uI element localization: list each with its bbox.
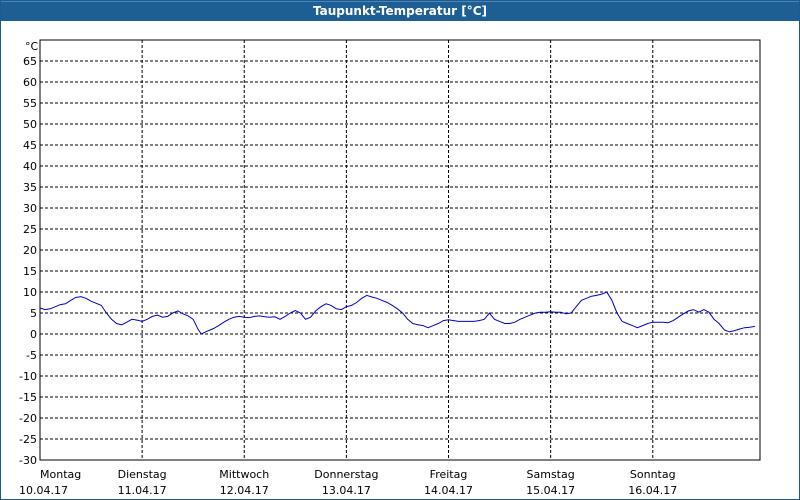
plot-area (39, 39, 761, 461)
x-tick-date: 12.04.17 (220, 484, 269, 497)
y-tick-label: -15 (19, 391, 37, 404)
x-tick-date: 13.04.17 (322, 484, 371, 497)
x-tick-day: Sonntag (630, 468, 676, 481)
window-title: Taupunkt-Temperatur [°C] (1, 1, 799, 21)
y-tick-label: -5 (26, 349, 37, 362)
y-tick-label: 50 (23, 118, 37, 131)
y-tick-label: 55 (23, 97, 37, 110)
y-tick-label: 40 (23, 160, 37, 173)
x-tick-date: 16.04.17 (628, 484, 677, 497)
x-tick-date: 11.04.17 (118, 484, 167, 497)
y-tick-label: 65 (23, 55, 37, 68)
y-tick-label: 20 (23, 244, 37, 257)
y-tick-label: -30 (19, 454, 37, 467)
x-axis-ticks: Montag 10.04.17 Dienstag 11.04.17 Mittwoch 12… (19, 468, 677, 497)
x-tick-date: 10.04.17 (19, 484, 68, 497)
y-tick-label: 35 (23, 181, 37, 194)
grid-lines (40, 40, 760, 460)
y-tick-label: -20 (19, 412, 37, 425)
x-tick-date: 14.04.17 (424, 484, 473, 497)
x-tick-day: Donnerstag (314, 468, 378, 481)
y-axis-ticks: 65605550454035302520151050-5-10-15-20-25… (19, 55, 37, 467)
y-tick-label: 45 (23, 139, 37, 152)
x-tick-day: Montag (40, 468, 81, 481)
x-tick-day: Mittwoch (219, 468, 269, 481)
y-axis-unit-label: °C (25, 40, 39, 53)
x-tick-date: 15.04.17 (526, 484, 575, 497)
y-tick-label: 15 (23, 265, 37, 278)
y-tick-label: 60 (23, 76, 37, 89)
y-tick-label: -25 (19, 433, 37, 446)
y-tick-label: -10 (19, 370, 37, 383)
x-tick-day: Samstag (527, 468, 575, 481)
y-tick-label: 25 (23, 223, 37, 236)
y-tick-label: 10 (23, 286, 37, 299)
series-line-dew-point (39, 291, 755, 335)
y-tick-label: 0 (30, 328, 37, 341)
y-tick-label: 5 (30, 307, 37, 320)
x-tick-day: Freitag (430, 468, 468, 481)
x-tick-day: Dienstag (118, 468, 167, 481)
y-tick-label: 30 (23, 202, 37, 215)
